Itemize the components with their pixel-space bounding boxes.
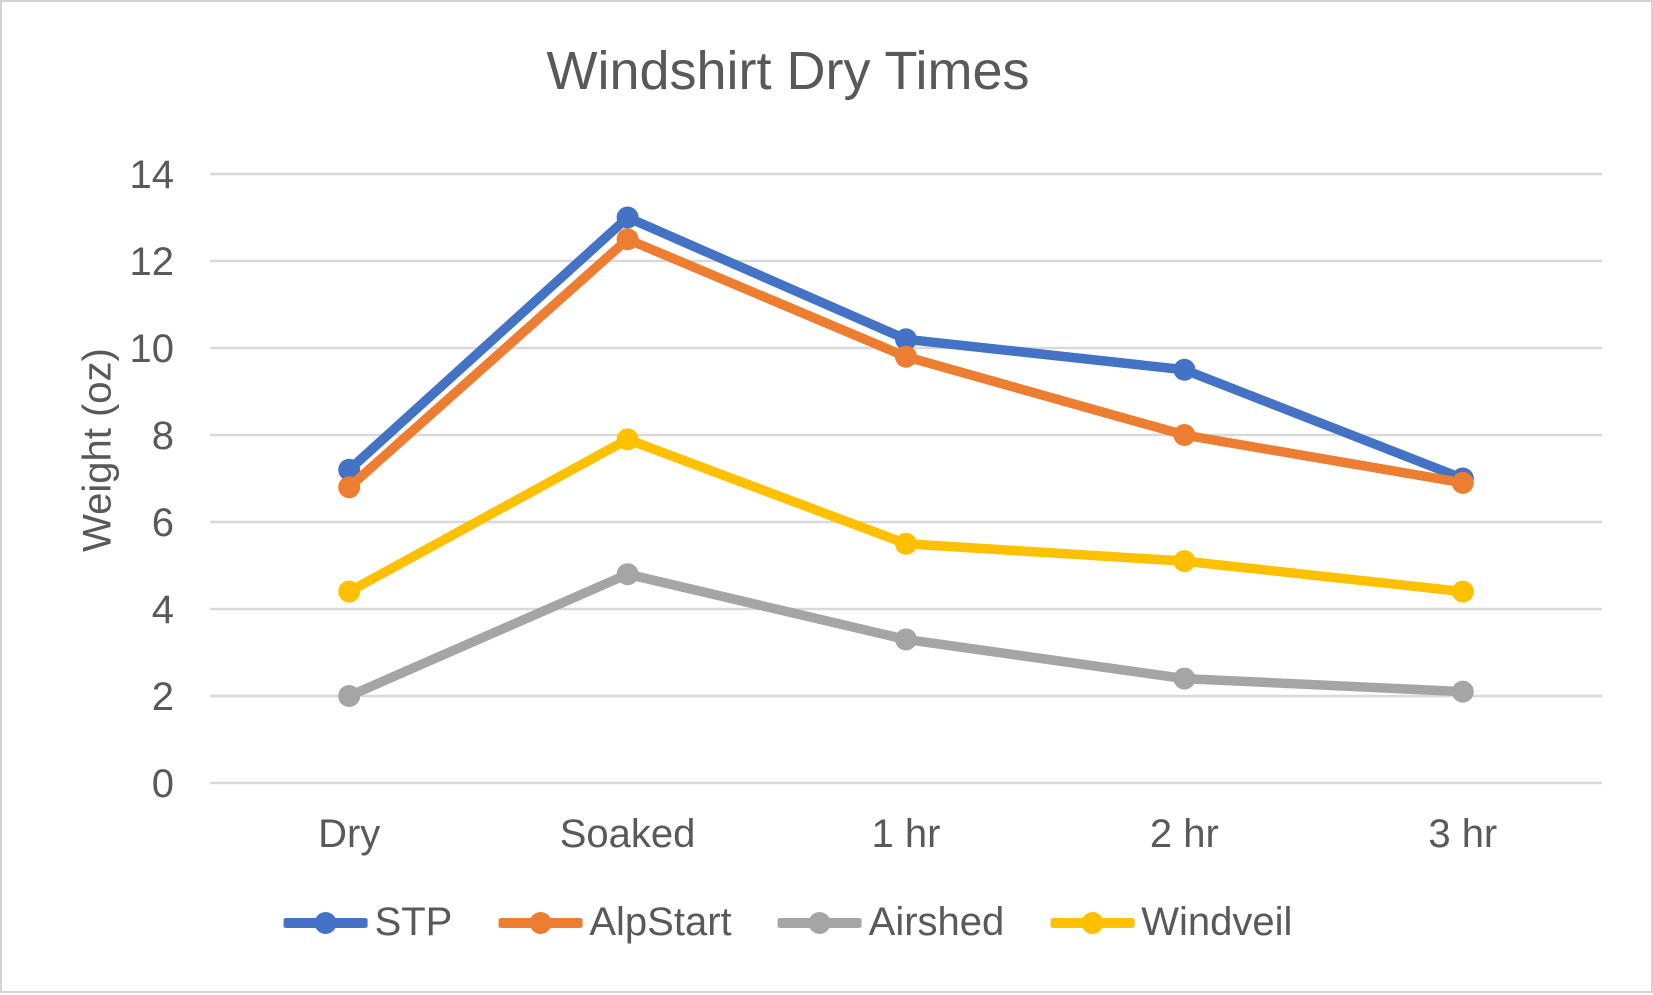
y-tick-label-12: 12 [130,240,175,284]
x-tick-label-3-hr: 3 hr [1428,812,1497,856]
data-point-alpstart-4 [1451,471,1474,494]
legend-marker-windveil-icon [1050,911,1135,934]
data-point-alpstart-1 [616,228,639,251]
legend-label-windveil: Windveil [1141,900,1293,944]
data-point-windveil-4 [1451,580,1474,603]
legend-label-stp: STP [374,900,453,944]
x-tick-label-1-hr: 1 hr [872,812,941,856]
data-point-stp-2 [895,328,917,351]
y-tick-label-4: 4 [152,588,174,632]
data-point-windveil-2 [895,532,917,555]
chart-title: Windshirt Dry Times [546,41,1030,101]
x-tick-label-2-hr: 2 hr [1150,812,1219,856]
data-point-stp-3 [1173,358,1196,381]
data-point-stp-1 [616,206,639,229]
legend-item-stp: STP [283,900,453,945]
legend-marker-alpstart-icon [498,911,583,934]
data-point-airshed-2 [895,628,917,651]
data-point-windveil-3 [1173,550,1196,573]
x-tick-label-soaked: Soaked [560,812,696,856]
legend-item-airshed: Airshed [777,900,1005,945]
data-point-alpstart-2 [895,345,917,368]
y-tick-label-10: 10 [130,327,175,371]
data-point-alpstart-3 [1173,424,1196,446]
y-tick-label-2: 2 [152,675,174,719]
legend: STP AlpStart Airshed Windveil [283,900,1292,945]
legend-item-windveil: Windveil [1050,900,1292,945]
data-point-airshed-1 [616,563,639,586]
y-tick-label-0: 0 [152,762,174,806]
legend-label-alpstart: AlpStart [589,900,732,944]
y-tick-label-6: 6 [152,501,174,545]
legend-item-alpstart: AlpStart [498,900,732,945]
x-tick-label-dry: Dry [318,812,380,856]
data-point-windveil-1 [616,428,639,451]
data-point-airshed-4 [1451,680,1474,703]
data-point-airshed-0 [338,685,361,707]
legend-marker-airshed-icon [777,911,862,934]
legend-label-airshed: Airshed [868,900,1005,944]
y-tick-label-14: 14 [130,153,175,197]
y-tick-label-8: 8 [152,414,174,458]
data-point-stp-0 [338,458,361,481]
series-line-windveil [344,434,1468,597]
data-point-airshed-3 [1173,667,1196,690]
data-point-windveil-0 [338,580,361,603]
legend-marker-stp-icon [283,911,368,934]
data-point-alpstart-0 [338,476,361,499]
